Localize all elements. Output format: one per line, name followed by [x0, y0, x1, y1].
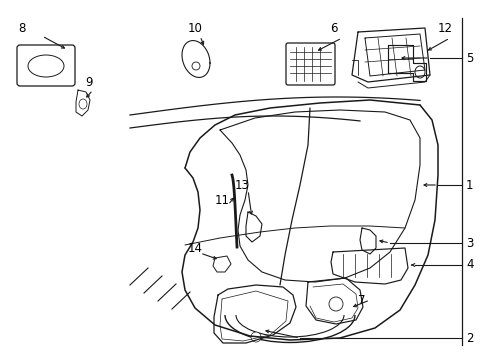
- FancyBboxPatch shape: [285, 43, 334, 85]
- Ellipse shape: [414, 66, 424, 78]
- Text: 11: 11: [215, 194, 229, 207]
- Text: 6: 6: [329, 22, 337, 35]
- Text: 12: 12: [437, 22, 452, 35]
- FancyBboxPatch shape: [17, 45, 75, 86]
- Text: 9: 9: [85, 76, 92, 89]
- Text: 4: 4: [465, 258, 472, 271]
- Ellipse shape: [79, 99, 87, 109]
- Circle shape: [250, 332, 261, 342]
- Text: 13: 13: [235, 179, 249, 192]
- Text: 2: 2: [465, 332, 472, 345]
- Text: 10: 10: [187, 22, 203, 35]
- Text: 7: 7: [357, 293, 365, 306]
- Circle shape: [328, 297, 342, 311]
- Text: 8: 8: [18, 22, 25, 35]
- Ellipse shape: [192, 62, 200, 70]
- Ellipse shape: [28, 55, 64, 77]
- Text: 14: 14: [187, 242, 203, 255]
- Text: 1: 1: [465, 179, 472, 192]
- Text: 3: 3: [465, 237, 472, 249]
- Text: 5: 5: [465, 51, 472, 64]
